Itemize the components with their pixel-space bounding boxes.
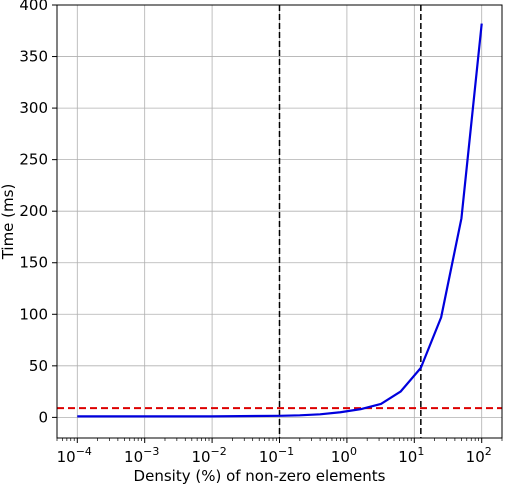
x-axis-ticks: 10−4 10−3 10−2 10−1 100 101 102 — [57, 438, 503, 466]
x-tick-label: 10−3 — [124, 445, 159, 466]
series — [77, 23, 483, 418]
x-axis-label: Density (%) of non-zero elements — [134, 467, 386, 484]
x-tick-label: 10−2 — [191, 445, 226, 466]
y-tick-label: 0 — [38, 408, 48, 426]
y-tick-label: 400 — [19, 0, 48, 14]
y-axis-ticks: 0 50 100 150 200 250 300 350 400 — [19, 0, 57, 426]
y-tick-label: 200 — [19, 202, 48, 220]
x-tick-label: 10−1 — [259, 445, 294, 466]
series-line — [77, 23, 483, 418]
y-axis-label: Time (ms) — [0, 184, 17, 261]
y-tick-label: 350 — [19, 48, 48, 66]
y-tick-label: 50 — [29, 357, 48, 375]
y-tick-label: 250 — [19, 151, 48, 169]
x-tick-label: 10−4 — [57, 445, 92, 466]
y-tick-label: 150 — [19, 254, 48, 272]
y-tick-label: 300 — [19, 99, 48, 117]
y-tick-label: 100 — [19, 305, 48, 323]
x-tick-label: 100 — [331, 445, 357, 466]
x-tick-label: 102 — [466, 445, 492, 466]
x-tick-label: 101 — [398, 445, 424, 466]
